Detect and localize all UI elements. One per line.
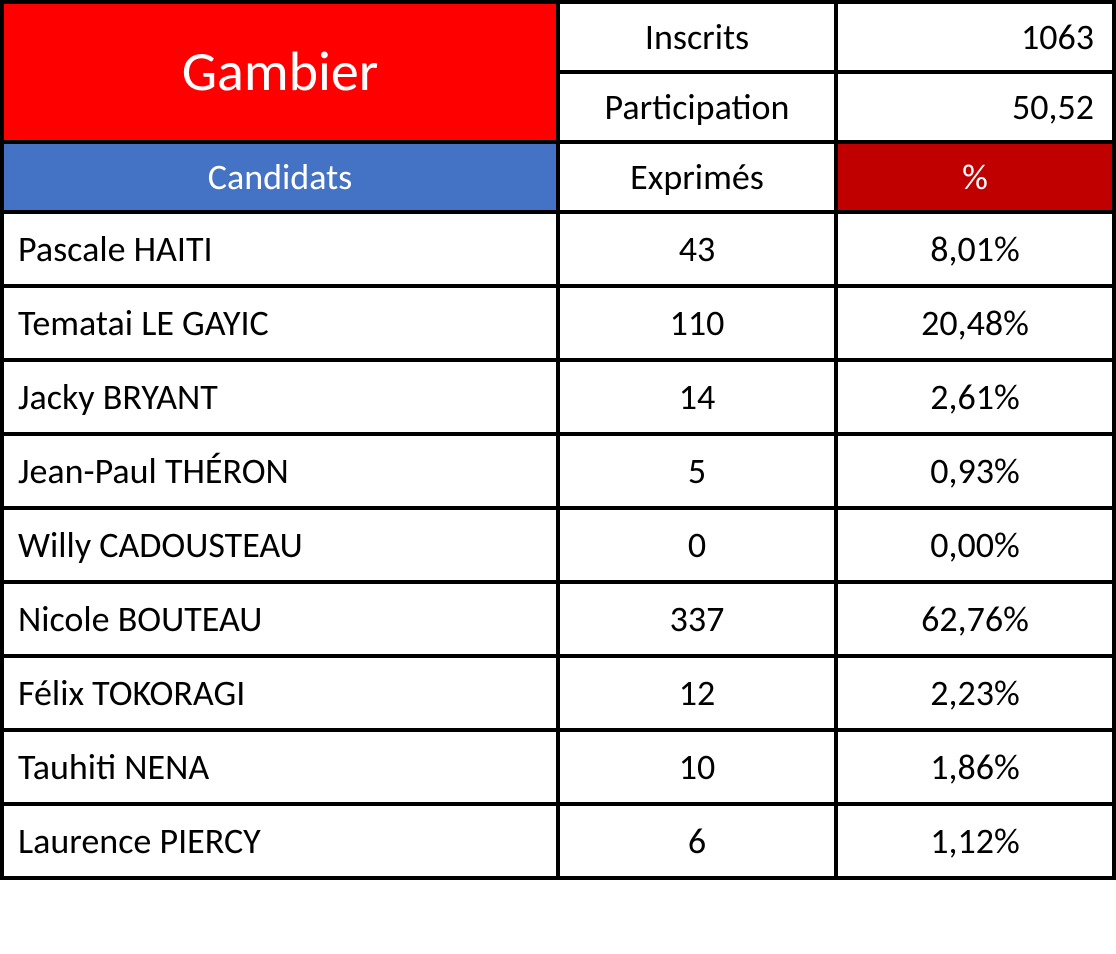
table-row: Laurence PIERCY 6 1,12%: [2, 804, 1114, 878]
candidate-name: Tauhiti NENA: [2, 730, 558, 804]
candidate-votes: 14: [558, 360, 836, 434]
candidate-pct: 62,76%: [836, 582, 1114, 656]
header-exprimes: Exprimés: [558, 142, 836, 212]
table-row: Tauhiti NENA 10 1,86%: [2, 730, 1114, 804]
candidate-pct: 1,86%: [836, 730, 1114, 804]
candidate-pct: 1,12%: [836, 804, 1114, 878]
results-table-container: Gambier Inscrits 1063 Participation 50,5…: [0, 0, 1116, 880]
header-row: Candidats Exprimés %: [2, 142, 1114, 212]
candidate-name: Jacky BRYANT: [2, 360, 558, 434]
table-row: Jacky BRYANT 14 2,61%: [2, 360, 1114, 434]
table-row: Félix TOKORAGI 12 2,23%: [2, 656, 1114, 730]
candidate-name: Tematai LE GAYIC: [2, 286, 558, 360]
candidate-votes: 10: [558, 730, 836, 804]
inscrits-label: Inscrits: [558, 2, 836, 72]
candidate-name: Jean-Paul THÉRON: [2, 434, 558, 508]
participation-value: 50,52: [836, 72, 1114, 142]
candidate-pct: 2,23%: [836, 656, 1114, 730]
region-title: Gambier: [2, 2, 558, 142]
table-row: Willy CADOUSTEAU 0 0,00%: [2, 508, 1114, 582]
inscrits-value: 1063: [836, 2, 1114, 72]
candidate-name: Pascale HAITI: [2, 212, 558, 286]
candidate-pct: 0,00%: [836, 508, 1114, 582]
participation-label: Participation: [558, 72, 836, 142]
candidate-votes: 0: [558, 508, 836, 582]
candidate-votes: 337: [558, 582, 836, 656]
table-row: Pascale HAITI 43 8,01%: [2, 212, 1114, 286]
table-row: Nicole BOUTEAU 337 62,76%: [2, 582, 1114, 656]
candidate-name: Willy CADOUSTEAU: [2, 508, 558, 582]
candidate-votes: 43: [558, 212, 836, 286]
candidate-pct: 8,01%: [836, 212, 1114, 286]
candidate-pct: 0,93%: [836, 434, 1114, 508]
results-table: Gambier Inscrits 1063 Participation 50,5…: [0, 0, 1116, 880]
candidate-pct: 2,61%: [836, 360, 1114, 434]
candidate-name: Félix TOKORAGI: [2, 656, 558, 730]
candidate-votes: 110: [558, 286, 836, 360]
header-candidats: Candidats: [2, 142, 558, 212]
header-pct: %: [836, 142, 1114, 212]
candidate-name: Laurence PIERCY: [2, 804, 558, 878]
candidate-pct: 20,48%: [836, 286, 1114, 360]
candidate-name: Nicole BOUTEAU: [2, 582, 558, 656]
candidate-votes: 6: [558, 804, 836, 878]
candidate-votes: 12: [558, 656, 836, 730]
table-row: Tematai LE GAYIC 110 20,48%: [2, 286, 1114, 360]
title-row: Gambier Inscrits 1063: [2, 2, 1114, 72]
table-row: Jean-Paul THÉRON 5 0,93%: [2, 434, 1114, 508]
candidate-votes: 5: [558, 434, 836, 508]
